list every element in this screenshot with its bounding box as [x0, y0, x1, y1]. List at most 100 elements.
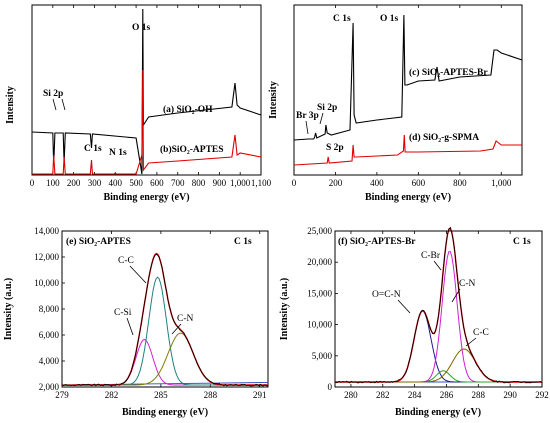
x-tick-label: 700	[171, 178, 185, 188]
y-tick-label: 10,000	[307, 320, 332, 330]
panel-a-frame	[31, 4, 262, 176]
x-tick-label: 600	[412, 178, 426, 188]
panel-b-frame	[293, 4, 523, 176]
panel-b-series	[293, 14, 523, 166]
y-tick-label: 25,000	[307, 226, 332, 236]
panel-f-cbr-arrow	[433, 260, 442, 271]
envelope-fit	[62, 252, 268, 386]
x-tick-label: 0	[30, 178, 35, 188]
y-tick-label: 15,000	[307, 288, 332, 298]
panel-e-title: (e) SiO₂-APTES	[66, 236, 131, 247]
x-tick-label: 400	[370, 178, 384, 188]
panel-b-si2p-label: Si 2p	[317, 103, 337, 113]
x-tick-label: 100	[46, 178, 60, 188]
panel-f-y-axis-label: Intensity (a.u.)	[279, 278, 290, 341]
panel-a-si2p-label: Si 2p	[43, 89, 63, 99]
panel-e-csi-arrow	[126, 317, 134, 336]
component-peak	[62, 332, 268, 386]
y-tick-label: 12,000	[34, 252, 59, 262]
x-tick-label: 500	[129, 178, 143, 188]
panel-f-frame	[334, 230, 543, 388]
x-tick-label: 800	[192, 178, 206, 188]
y-tick-label: 2,000	[39, 382, 60, 392]
component-peak	[335, 348, 542, 383]
panel-b-series-d-label: (d) SiO₂-g-SPMA	[409, 132, 479, 143]
panel-b-series-c-label: (c) SiO₂-APTES-Br	[409, 67, 488, 78]
x-tick-label: 284	[408, 390, 422, 400]
panel-a-c1s-label: C 1s	[84, 144, 102, 154]
x-tick-label: 282	[105, 390, 119, 400]
x-tick-label: 288	[472, 390, 486, 400]
panel-a-x-axis-label: Binding energy (eV)	[103, 192, 189, 203]
x-tick-label: 286	[440, 390, 454, 400]
panel-b-y-axis-label: Intensity	[268, 81, 279, 119]
component-peak	[62, 276, 268, 386]
panel-f-cc-arrow	[465, 337, 477, 347]
x-tick-label: 290	[503, 390, 517, 400]
series-line	[293, 14, 523, 141]
y-tick-label: 8,000	[39, 304, 60, 314]
panel-b-s2p-label: S 2p	[326, 143, 344, 153]
x-tick-label: 288	[204, 390, 218, 400]
panel-a-n1s-label: N 1s	[109, 148, 127, 158]
y-tick-label: 4,000	[39, 356, 60, 366]
panel-b-c1s-label: C 1s	[333, 14, 351, 24]
x-tick-label: 300	[88, 178, 102, 188]
panel-a-si2p-arrow-1	[52, 98, 57, 111]
panel-a-series-b-label: (b)SiO₂-APTES	[160, 144, 224, 155]
panel-b-x-ticks: 0 200 400 600 800 1,000	[292, 5, 512, 188]
x-tick-label: 600	[150, 178, 164, 188]
panel-b-br3p-label: Br 3p	[296, 111, 319, 121]
component-peak	[62, 339, 268, 386]
panel-e-cc-arrow	[129, 265, 147, 284]
x-tick-label: 1,100	[251, 178, 272, 188]
panel-a-series	[31, 8, 262, 175]
y-tick-label: 0	[328, 382, 333, 392]
y-tick-label: 10,000	[34, 278, 59, 288]
panel-e-ticks: 279 282 285 288 291 2,000 4,000 6,000 8,000 10,00…	[34, 226, 266, 400]
panel-a-si2p-arrow-2	[61, 98, 66, 111]
panel-e-cc-label: C-C	[118, 256, 134, 266]
x-tick-label: 200	[329, 178, 343, 188]
panel-a: 0 100 200 300 400 500 600 700 800 900 1,000 1,100 O…	[5, 4, 272, 203]
panel-f-x-axis-label: Binding energy (eV)	[395, 407, 481, 418]
panel-a-o1s-label: O 1s	[132, 23, 151, 33]
x-tick-label: 1,000	[230, 178, 251, 188]
component-peak	[335, 370, 542, 383]
raw-data	[61, 253, 269, 387]
panel-f-cn-arrow	[451, 288, 461, 303]
panel-f-ocn-label: O=C-N	[372, 290, 401, 300]
panel-e-y-axis-label: Intensity (a.u.)	[3, 278, 14, 341]
panel-e-curves	[61, 252, 269, 387]
x-tick-label: 400	[109, 178, 123, 188]
raw-data	[334, 226, 543, 384]
panel-f-curves	[334, 226, 543, 384]
panel-a-x-ticks: 0 100 200 300 400 500 600 700 800 900 1,000 1,100	[30, 5, 272, 188]
panel-b-x-axis-label: Binding energy (eV)	[365, 192, 451, 203]
series-line	[293, 134, 522, 166]
panel-e-c1s-label: C 1s	[234, 237, 252, 247]
panel-e-cn-label: C-N	[177, 314, 194, 324]
series-line	[32, 69, 262, 175]
series-line	[31, 8, 262, 175]
y-tick-label: 20,000	[307, 257, 332, 267]
panel-f-ticks: 280 282 284 286 288 290 292 0 5,000 10,000 15,000 2…	[307, 226, 549, 400]
panel-a-y-axis-label: Intensity	[5, 86, 16, 124]
x-tick-label: 291	[253, 390, 267, 400]
y-tick-label: 14,000	[34, 226, 59, 236]
panel-f-title: (f) SiO₂-APTES-Br	[338, 236, 416, 247]
panel-b-br3p-arrow	[305, 120, 309, 135]
panel-e-cn-arrow	[171, 323, 182, 335]
x-tick-label: 0	[292, 178, 297, 188]
panel-e-csi-label: C-Si	[114, 308, 132, 318]
panel-f-cn-label: C-N	[459, 279, 476, 289]
x-tick-label: 292	[535, 390, 549, 400]
panel-e: 279 282 285 288 291 2,000 4,000 6,000 8,000 10,00…	[3, 226, 269, 418]
x-tick-label: 900	[213, 178, 227, 188]
panel-e-x-axis-label: Binding energy (eV)	[122, 407, 208, 418]
x-tick-label: 285	[154, 390, 168, 400]
x-tick-label: 200	[67, 178, 81, 188]
panel-b: 0 200 400 600 800 1,000 C 1s O 1s Br 3p Si 2p…	[268, 4, 523, 203]
x-tick-label: 800	[453, 178, 467, 188]
